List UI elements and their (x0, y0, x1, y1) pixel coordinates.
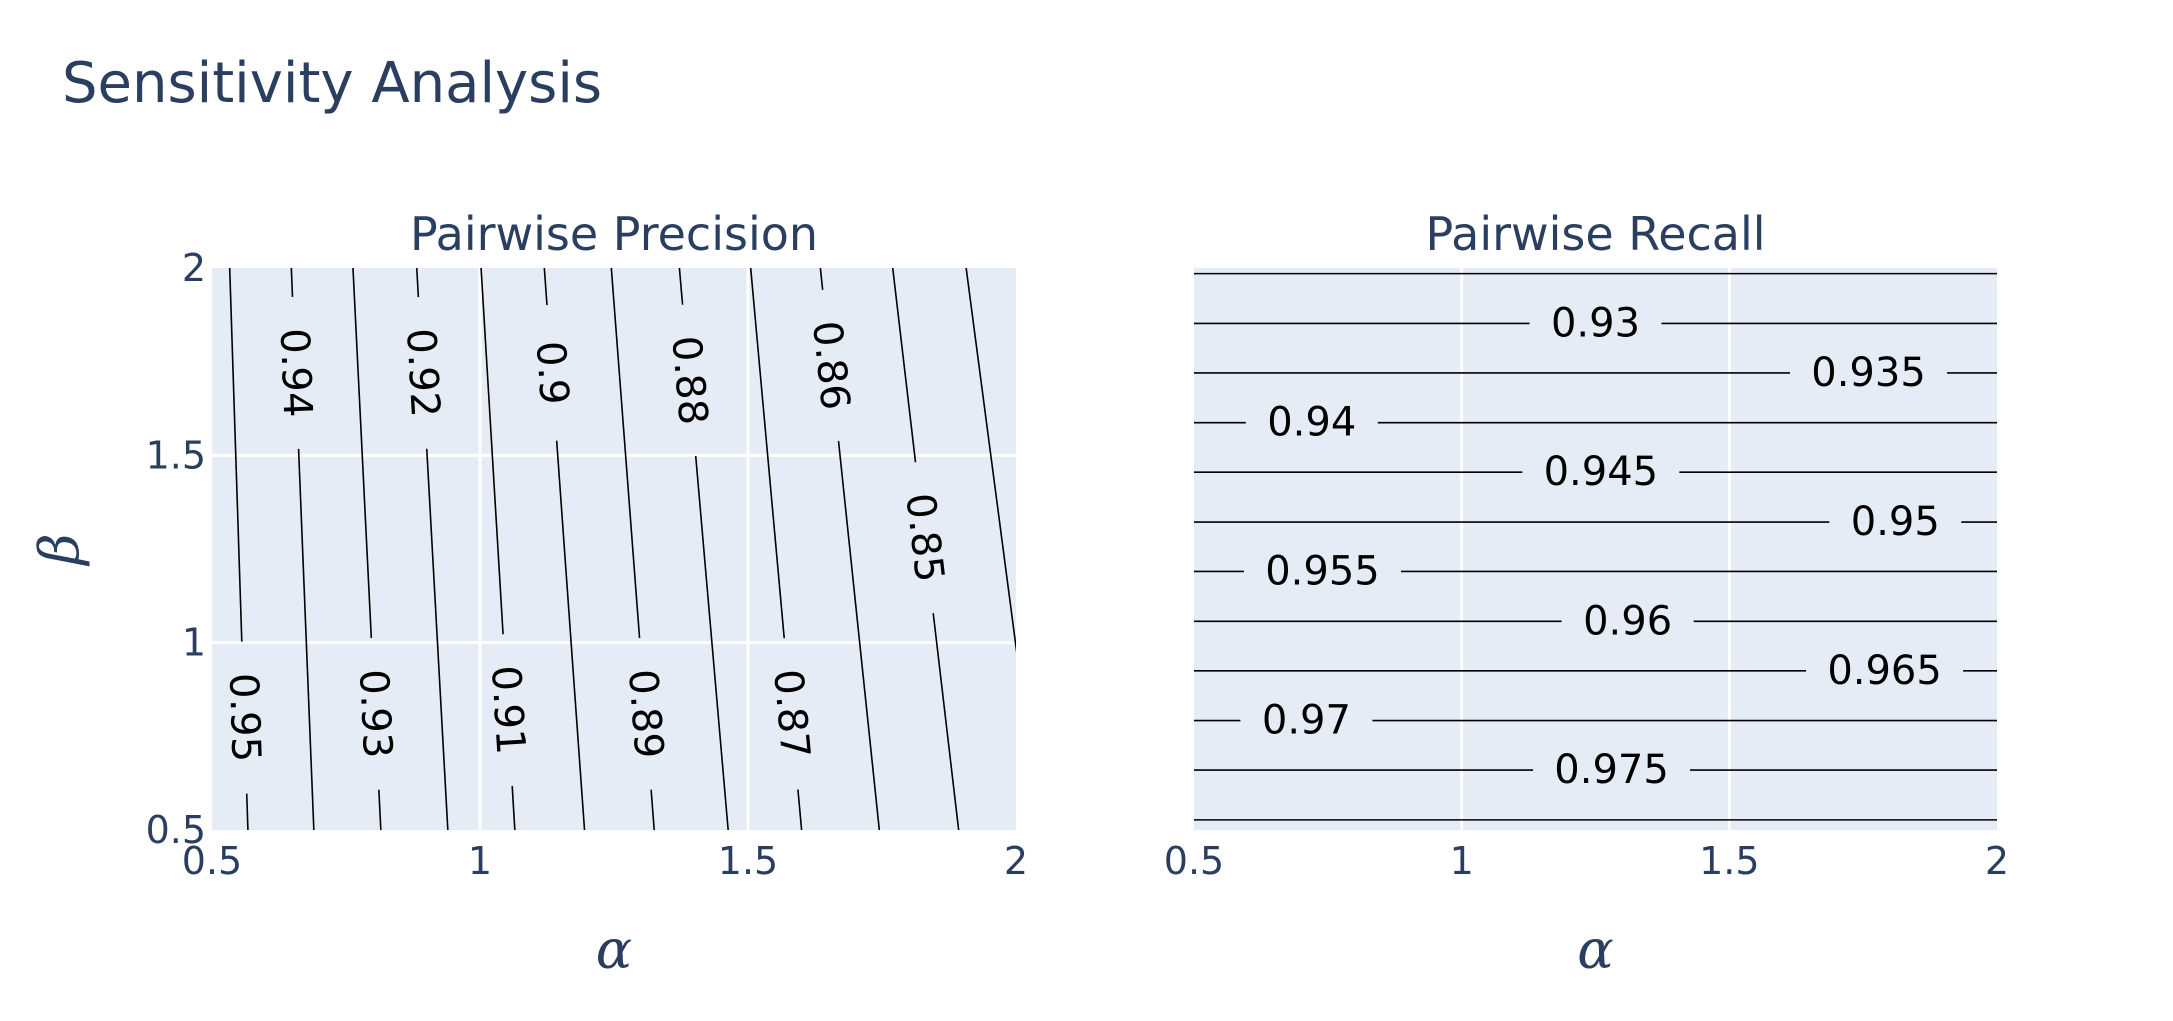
contour-line (965, 268, 1016, 653)
subplot-title: Pairwise Recall (1425, 207, 1765, 261)
contour-line (378, 789, 382, 830)
contour-label: 0.85 (896, 491, 952, 585)
contour-label: 0.955 (1265, 548, 1380, 594)
contour-label: 0.86 (803, 319, 858, 412)
contour-label: 0.93 (1551, 300, 1640, 346)
precision-subplot: 0.95 0.94 0.93 0.92 0.91 0.9 0.89 0.88 0.87 0.86 0… (28, 207, 1028, 981)
contour-line (837, 440, 881, 830)
contour-label: 0.965 (1827, 648, 1942, 694)
contour-line (819, 268, 824, 290)
contour-label: 0.87 (764, 667, 818, 760)
x-tick-label: 2 (1985, 839, 2009, 883)
contour-line (678, 268, 684, 305)
contour-label: 0.9 (527, 340, 577, 407)
x-axis-label: α (1577, 918, 1613, 981)
contour-line (425, 448, 449, 830)
x-tick-label: 0.5 (182, 839, 242, 883)
contour-line (749, 268, 786, 639)
contour-line (543, 268, 548, 306)
x-tick-label: 0.5 (1164, 839, 1224, 883)
contour-label: 0.945 (1544, 449, 1659, 495)
contour-label: 0.935 (1811, 350, 1926, 396)
contour-line (932, 613, 960, 830)
plot-background (1194, 268, 1997, 830)
contour-label: 0.94 (271, 327, 321, 418)
recall-subplot: 0.93 0.935 0.94 0.945 0.95 0.955 0.96 0.965 0.97… (1164, 207, 2009, 981)
contour-line (650, 789, 655, 830)
plot-background (212, 268, 1016, 830)
y-tick-label: 1 (182, 621, 206, 665)
contour-line (797, 789, 803, 830)
contour-label: 0.92 (397, 327, 448, 418)
contour-label: 0.97 (1262, 698, 1351, 744)
contour-line (297, 448, 315, 830)
contour-label: 0.975 (1554, 747, 1669, 793)
contour-label: 0.88 (662, 334, 716, 427)
subplot-title: Pairwise Precision (410, 207, 818, 261)
x-tick-label: 1.5 (718, 839, 778, 883)
contour-line (352, 268, 373, 638)
x-tick-label: 1.5 (1699, 839, 1759, 883)
contour-label: 0.89 (619, 668, 672, 760)
y-tick-label: 0.5 (146, 808, 206, 852)
contour-line (290, 268, 294, 297)
x-axis-label: α (596, 918, 632, 981)
y-tick-label: 1.5 (146, 433, 206, 477)
x-tick-label: 1 (468, 839, 492, 883)
figure-title: Sensitivity Analysis (62, 51, 602, 116)
contour-line (694, 456, 729, 830)
contour-label: 0.95 (1851, 499, 1940, 545)
contour-line (555, 440, 586, 830)
x-tick-label: 2 (1004, 839, 1028, 883)
contour-line (245, 793, 249, 830)
contour-lines (1194, 272, 1997, 821)
contour-label: 0.94 (1267, 400, 1356, 446)
contour-label: 0.96 (1583, 598, 1672, 644)
contour-label: 0.91 (482, 664, 533, 756)
contour-label: 0.93 (350, 668, 400, 759)
y-tick-label: 2 (182, 246, 206, 290)
x-tick-label: 1 (1450, 839, 1474, 883)
contour-lines (228, 268, 1016, 830)
contour-line (480, 268, 504, 635)
contour-label: 0.95 (220, 672, 269, 763)
contour-line (891, 268, 917, 463)
contour-line (415, 268, 420, 298)
contour-line (511, 785, 516, 830)
contour-line (228, 268, 243, 642)
y-axis-label: β (28, 533, 91, 566)
contour-line (610, 268, 641, 639)
